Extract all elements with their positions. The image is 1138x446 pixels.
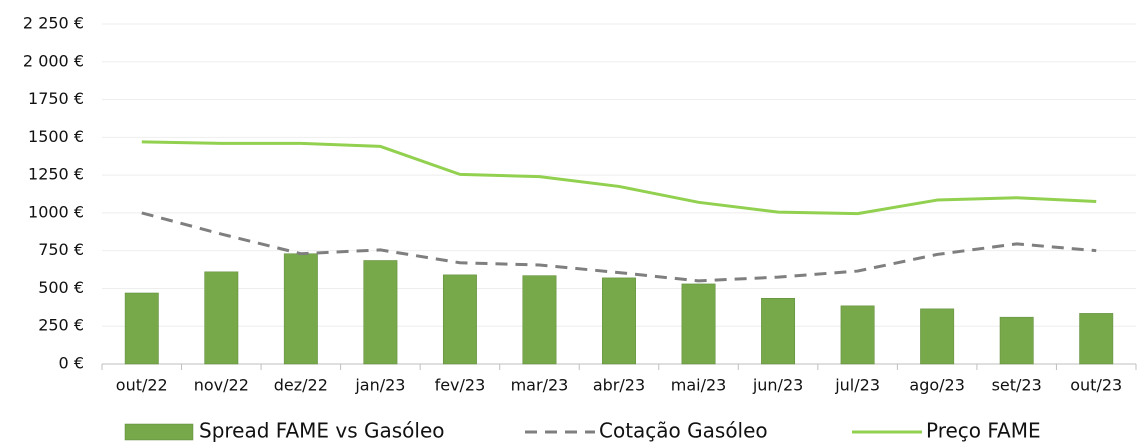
y-tick-label: 500 € (38, 278, 84, 297)
bar (602, 277, 636, 365)
line (141, 211, 1097, 283)
x-tick-label: jun/23 (752, 376, 803, 395)
bar (1079, 313, 1114, 365)
x-tick-label: jul/23 (834, 376, 880, 395)
bar (920, 308, 955, 365)
bar (124, 292, 159, 365)
x-tick-label: mai/23 (671, 376, 727, 395)
bar (681, 283, 716, 365)
x-tick-label: out/22 (116, 376, 168, 395)
x-tick-label: fev/23 (435, 376, 486, 395)
y-tick-label: 250 € (38, 316, 84, 335)
bar (999, 316, 1034, 365)
y-tick-label: 1000 € (28, 202, 84, 221)
x-tick-label: abr/23 (593, 376, 645, 395)
x-tick-label: ago/23 (909, 376, 965, 395)
bar (283, 253, 318, 365)
y-tick-label: 2 000 € (23, 51, 84, 70)
legend-label: Cotação Gasóleo (599, 419, 768, 443)
bar (522, 275, 557, 365)
x-tick-label: mar/23 (511, 376, 569, 395)
y-tick-label: 1750 € (28, 89, 84, 108)
y-tick-label: 2 250 € (23, 14, 84, 33)
line (141, 140, 1097, 216)
y-tick-label: 1500 € (28, 127, 84, 146)
bar (204, 271, 239, 365)
bar (761, 298, 796, 365)
bar (442, 274, 477, 365)
legend-swatch (124, 423, 194, 441)
legend-label: Preço FAME (926, 419, 1041, 443)
bar (840, 305, 875, 365)
y-tick-label: 0 € (59, 354, 84, 373)
x-tick-label: out/23 (1070, 376, 1122, 395)
x-tick-label: set/23 (992, 376, 1042, 395)
y-tick-label: 750 € (38, 240, 84, 259)
x-tick-label: nov/22 (194, 376, 249, 395)
x-tick-label: dez/22 (274, 376, 328, 395)
legend-label: Spread FAME vs Gasóleo (199, 419, 445, 443)
bar (363, 260, 398, 365)
y-tick-label: 1250 € (28, 165, 84, 184)
x-tick-label: jan/23 (354, 376, 405, 395)
